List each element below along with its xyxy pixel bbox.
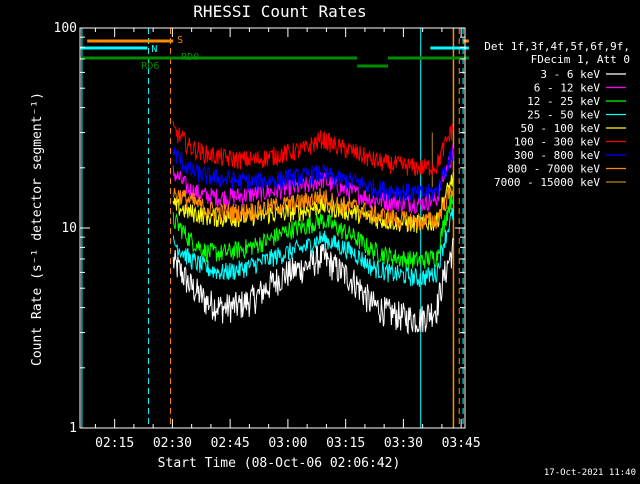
x-tick-label: 02:30	[153, 436, 192, 451]
legend-entry-label: 3 - 6 keV	[540, 68, 600, 81]
series-line	[172, 184, 454, 270]
series-line	[172, 143, 454, 215]
x-tick-label: 03:30	[384, 436, 423, 451]
legend-entry-label: 50 - 100 keV	[521, 122, 601, 135]
annotation-s: S	[177, 35, 183, 46]
x-tick-label: 02:45	[211, 436, 250, 451]
legend-entry-label: 300 - 800 keV	[514, 149, 600, 162]
y-tick-label: 1	[69, 421, 77, 436]
legend-entry-label: 7000 - 15000 keV	[494, 176, 600, 189]
series-line	[172, 120, 454, 177]
legend-header-line: Det 1f,3f,4f,5f,6f,9f,	[484, 40, 630, 53]
series-line	[172, 238, 454, 335]
series-line	[172, 207, 454, 288]
legend-header-line: FDecim 1, Att 0	[531, 53, 630, 66]
y-tick-label: 100	[54, 21, 77, 36]
legend-entry-label: 800 - 7000 keV	[507, 163, 600, 176]
x-axis-label: Start Time (08-Oct-06 02:06:42)	[158, 456, 401, 471]
annotation-rd0: RD0	[181, 52, 199, 63]
plot-area: S N RD6 RD0	[80, 28, 469, 428]
footer-timestamp: 17-Oct-2021 11:40	[544, 468, 636, 478]
chart-title: RHESSI Count Rates	[193, 2, 366, 21]
series-line	[172, 146, 454, 202]
y-tick-label: 10	[61, 221, 77, 236]
annotation-rd6: RD6	[141, 61, 159, 72]
x-tick-label: 03:15	[326, 436, 365, 451]
legend-entry-label: 25 - 50 keV	[527, 109, 600, 122]
annotation-n: N	[151, 44, 157, 55]
x-tick-label: 03:45	[442, 436, 481, 451]
x-tick-label: 02:15	[95, 436, 134, 451]
axes: 1 10 100 02:15 02:30 02:45 03:00 03:15 03:30 03:4…	[54, 21, 481, 451]
y-axis-label: Count Rate (s⁻¹ detector segment⁻¹)	[30, 92, 45, 366]
legend: Det 1f,3f,4f,5f,6f,9f,FDecim 1, Att 0 3 -…	[484, 40, 630, 189]
legend-entry-label: 12 - 25 keV	[527, 95, 600, 108]
legend-entry-label: 6 - 12 keV	[534, 82, 601, 95]
x-tick-label: 03:00	[268, 436, 307, 451]
series-line	[172, 187, 454, 231]
legend-entry-label: 100 - 300 keV	[514, 136, 600, 149]
